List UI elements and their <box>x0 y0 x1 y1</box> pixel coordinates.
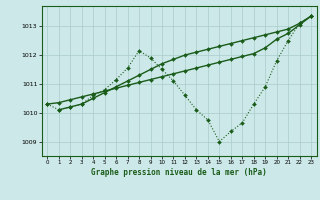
X-axis label: Graphe pression niveau de la mer (hPa): Graphe pression niveau de la mer (hPa) <box>91 168 267 177</box>
